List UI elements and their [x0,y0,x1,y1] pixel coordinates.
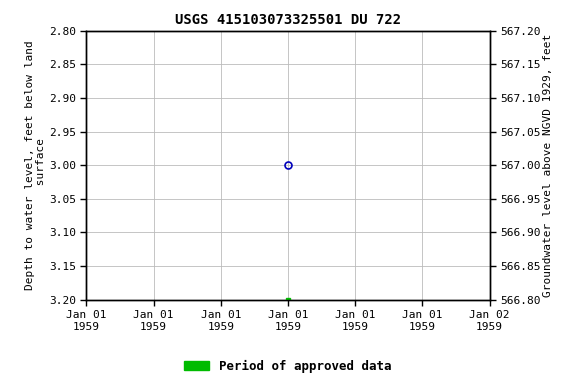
Title: USGS 415103073325501 DU 722: USGS 415103073325501 DU 722 [175,13,401,27]
Y-axis label: Groundwater level above NGVD 1929, feet: Groundwater level above NGVD 1929, feet [543,33,554,297]
Y-axis label: Depth to water level, feet below land
 surface: Depth to water level, feet below land su… [25,40,46,290]
Legend: Period of approved data: Period of approved data [179,355,397,378]
